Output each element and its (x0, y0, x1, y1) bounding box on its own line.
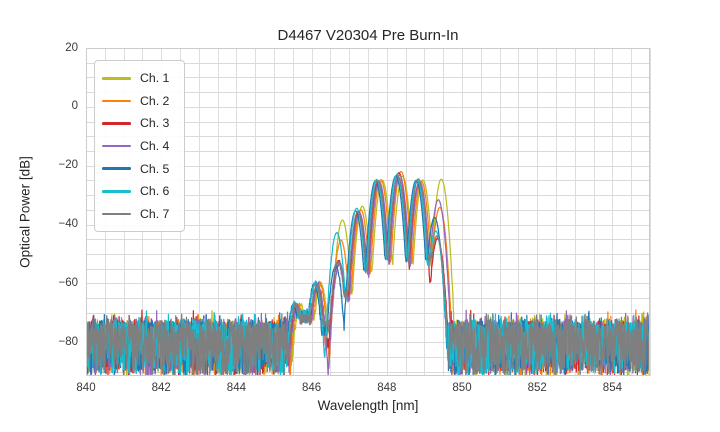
legend: Ch. 1 Ch. 2 Ch. 3 Ch. 4 Ch. 5 Ch. 6 Ch. 7 (94, 60, 185, 233)
y-tick-label: −40 (58, 218, 78, 230)
legend-swatch (102, 189, 131, 193)
y-tick-label: 20 (65, 41, 78, 54)
x-tick-label: 852 (527, 382, 547, 394)
legend-swatch (102, 122, 131, 125)
legend-item: Ch. 4 (102, 135, 184, 158)
x-tick-label: 846 (302, 382, 322, 394)
y-axis-label: Optical Power [dB] (17, 156, 33, 268)
x-axis-label: Wavelength [nm] (317, 398, 419, 413)
legend-swatch (102, 144, 131, 148)
legend-item: Ch. 6 (102, 180, 184, 203)
legend-swatch (102, 212, 131, 216)
x-tick-label: 842 (151, 382, 171, 394)
x-tick-label: 848 (377, 382, 397, 394)
legend-label: Ch. 3 (140, 116, 170, 131)
x-tick-label: 844 (226, 382, 246, 394)
legend-swatch (102, 77, 131, 80)
y-tick-label: −80 (58, 335, 78, 348)
legend-label: Ch. 6 (140, 184, 170, 199)
legend-label: Ch. 4 (140, 139, 170, 154)
legend-label: Ch. 7 (140, 206, 170, 221)
legend-item: Ch. 1 (102, 67, 184, 90)
legend-label: Ch. 5 (140, 161, 170, 176)
chart-title: D4467 V20304 Pre Burn-In (277, 27, 459, 44)
legend-item: Ch. 5 (102, 157, 184, 180)
legend-label: Ch. 1 (140, 71, 170, 86)
legend-item: Ch. 3 (102, 112, 184, 135)
legend-item: Ch. 7 (102, 203, 184, 226)
legend-label: Ch. 2 (140, 93, 170, 108)
legend-swatch (102, 99, 131, 103)
x-tick-label: 850 (452, 382, 472, 394)
legend-swatch (102, 167, 131, 170)
y-tick-label: −20 (58, 159, 78, 172)
x-tick-label: 854 (602, 382, 622, 394)
y-tick-label: −60 (58, 276, 78, 289)
legend-item: Ch. 2 (102, 90, 184, 113)
y-tick-label: 0 (71, 100, 78, 113)
x-tick-label: 840 (76, 382, 96, 394)
